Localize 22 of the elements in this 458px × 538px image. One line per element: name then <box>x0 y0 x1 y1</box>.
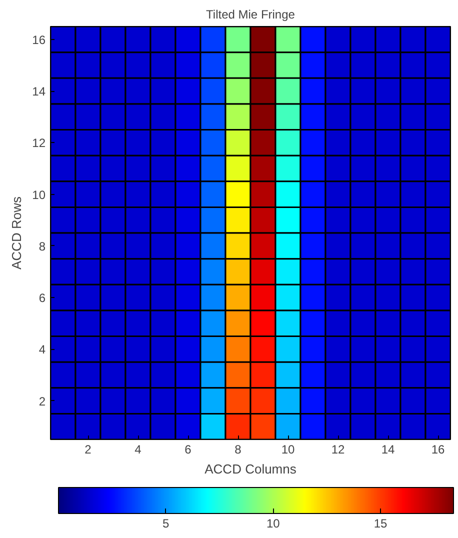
x-tick-label: 12 <box>331 442 345 456</box>
y-tick-label: 12 <box>32 136 46 150</box>
color-bar-label: 5 <box>162 516 170 530</box>
color-bar-label: 15 <box>374 516 388 530</box>
y-tick-label: 4 <box>38 342 46 357</box>
x-tick-label: 6 <box>184 442 192 456</box>
x-tick-label: 8 <box>234 442 242 456</box>
color-bar-label: 10 <box>266 516 280 530</box>
x-tick-label: 10 <box>281 442 295 456</box>
y-tick-label: 10 <box>32 188 46 202</box>
x-tick-label: 16 <box>431 442 445 456</box>
y-axis-title: ACCD Rows <box>9 196 24 270</box>
y-tick-label: 2 <box>38 394 46 408</box>
y-tick-label: 14 <box>32 84 46 99</box>
y-tick-label: 16 <box>32 32 46 47</box>
x-axis-title: ACCD Columns <box>204 462 297 476</box>
x-tick-label: 14 <box>381 442 395 456</box>
y-tick-label: 8 <box>38 239 46 254</box>
y-tick-label: 6 <box>38 291 46 306</box>
x-tick-label: 2 <box>84 442 92 456</box>
x-tick-label: 4 <box>134 442 142 456</box>
chart-title: Tilted Mie Fringe <box>206 8 296 22</box>
